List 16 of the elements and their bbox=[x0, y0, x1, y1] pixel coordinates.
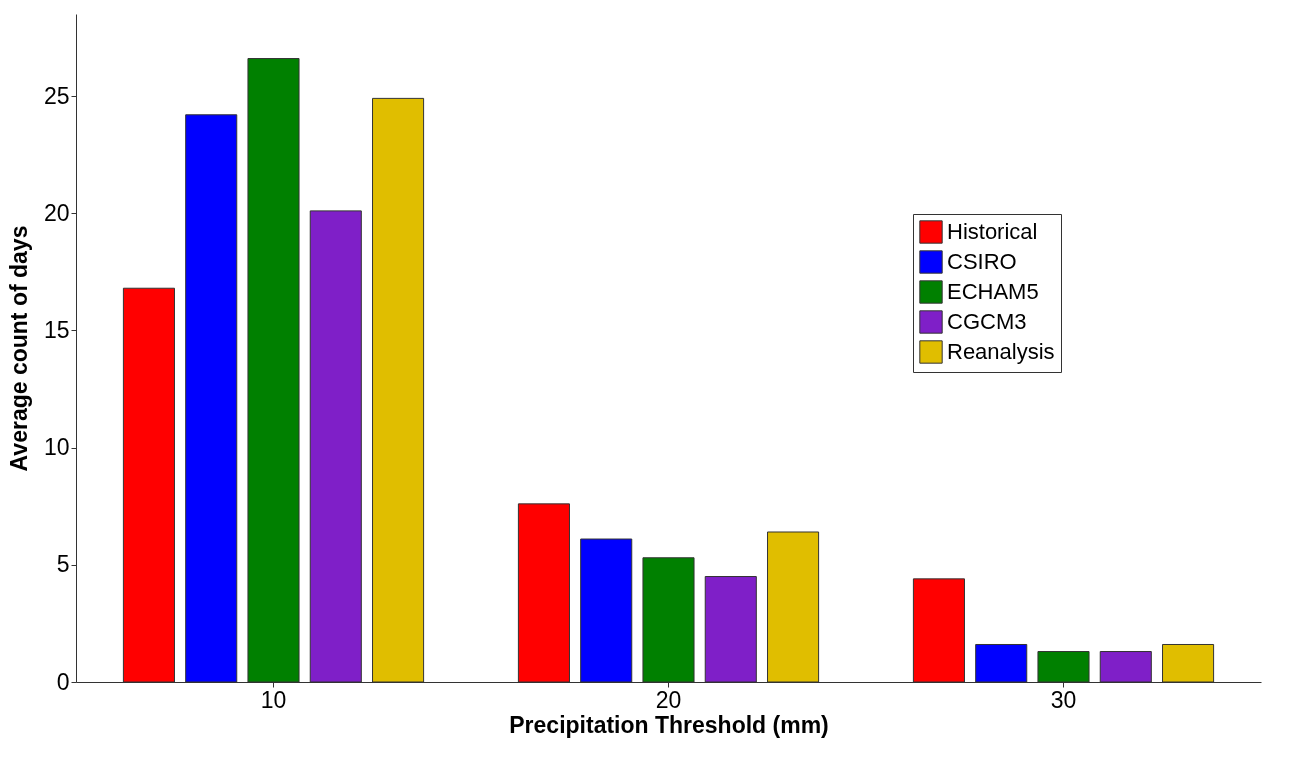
y-tick-label: 25 bbox=[43, 82, 70, 109]
legend-label: Historical bbox=[947, 219, 1038, 244]
legend-label: CGCM3 bbox=[947, 309, 1027, 334]
legend-label: ECHAM5 bbox=[947, 279, 1039, 304]
x-tick-label: 20 bbox=[655, 686, 682, 713]
x-tick-label: 30 bbox=[1050, 686, 1077, 713]
x-tick-label: 10 bbox=[260, 686, 287, 713]
y-axis-title: Average count of days bbox=[5, 225, 32, 472]
x-axis-title: Precipitation Threshold (mm) bbox=[509, 711, 829, 738]
y-tick-label: 10 bbox=[43, 434, 70, 461]
legend-label: Reanalysis bbox=[947, 339, 1055, 364]
y-tick-label: 20 bbox=[43, 199, 70, 226]
legend-label: CSIRO bbox=[947, 249, 1017, 274]
y-tick-label: 15 bbox=[43, 316, 70, 343]
y-tick-label: 0 bbox=[56, 668, 70, 695]
y-tick-label: 5 bbox=[56, 551, 70, 578]
